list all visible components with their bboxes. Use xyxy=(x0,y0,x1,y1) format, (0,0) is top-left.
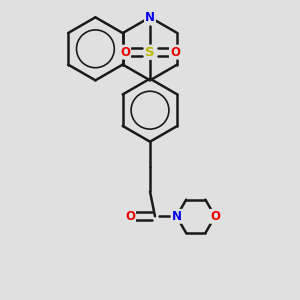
Text: S: S xyxy=(145,46,155,59)
Text: O: O xyxy=(120,46,130,59)
Text: N: N xyxy=(172,210,182,223)
Text: O: O xyxy=(170,46,180,59)
Text: O: O xyxy=(125,210,135,223)
Text: O: O xyxy=(210,210,220,223)
Text: N: N xyxy=(145,11,155,24)
